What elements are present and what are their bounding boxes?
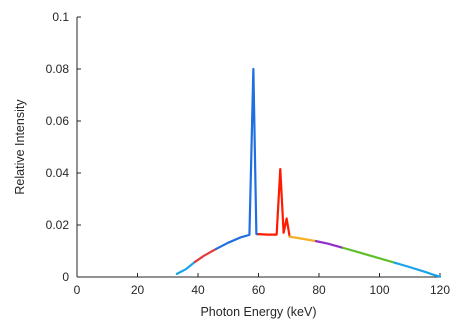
x-tick-label: 0 [74,283,81,297]
series-line [193,247,218,264]
x-tick-label: 120 [430,283,450,297]
series-group [175,67,442,278]
y-tick-label: 0 [62,270,69,284]
x-tick-label: 80 [312,283,326,297]
y-tick-label: 0.06 [46,114,70,128]
series-line [393,261,442,278]
series-line [257,168,291,238]
series-line [288,235,318,243]
x-axis-title: Photon Energy (keV) [200,305,316,319]
y-tick-label: 0.1 [52,10,69,24]
y-ticks: 0 0.02 0.04 0.06 0.08 0.1 [46,10,81,284]
x-tick-label: 20 [131,283,145,297]
x-tick-label: 100 [369,283,389,297]
x-ticks: 0 20 40 60 80 100 120 [74,273,450,297]
x-tick-label: 40 [191,283,205,297]
x-tick-label: 60 [252,283,266,297]
y-tick-label: 0.04 [46,166,70,180]
series-line [342,246,396,264]
series-line [215,67,260,251]
y-tick-label: 0.02 [46,218,70,232]
y-axis-title: Relative Intensity [13,99,27,195]
axes [76,17,440,278]
series-line [314,240,345,249]
series-line [175,260,197,275]
y-tick-label: 0.08 [46,62,70,76]
